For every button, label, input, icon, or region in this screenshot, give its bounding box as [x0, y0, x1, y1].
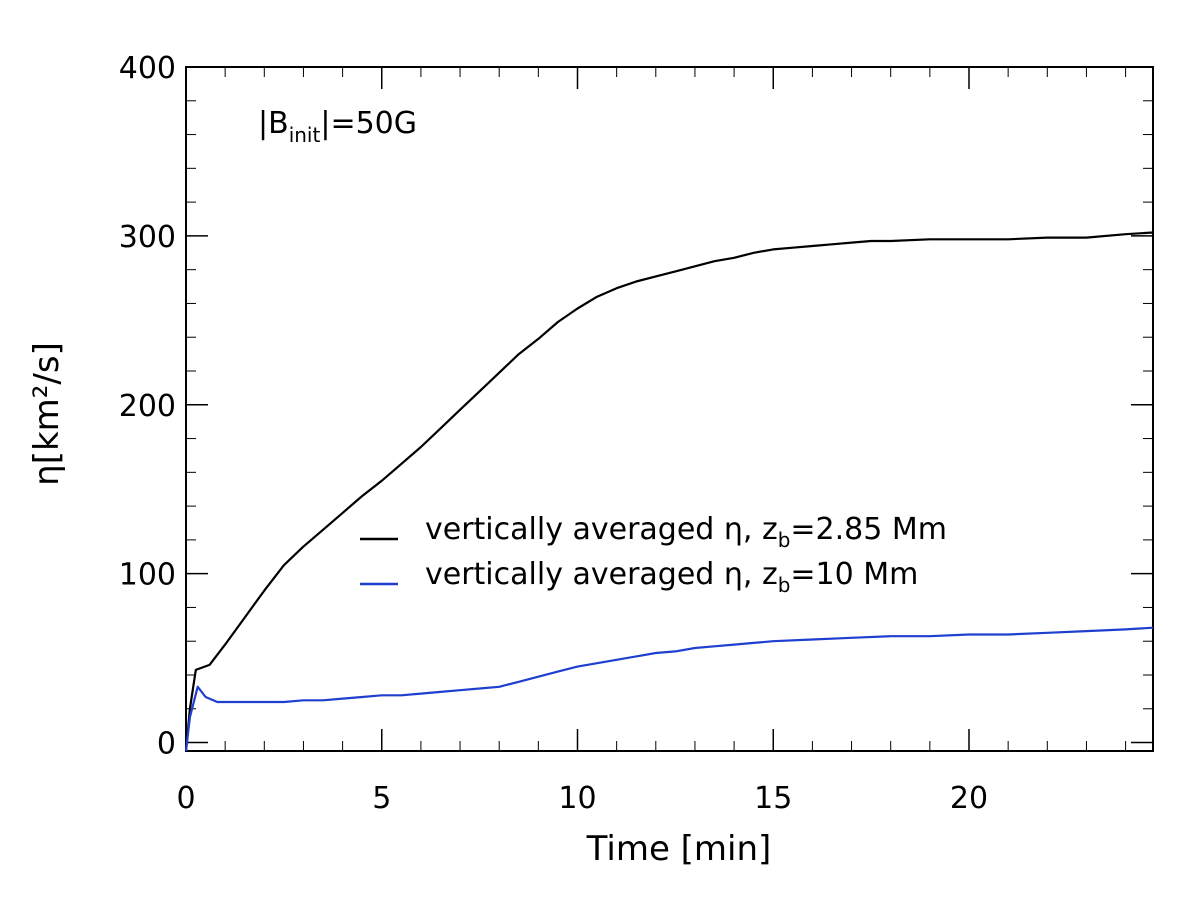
plot-frame — [185, 66, 1154, 752]
legend-label-series-2-main: vertically averaged η, z — [425, 557, 778, 592]
annotation-suffix: |=50G — [320, 106, 417, 141]
legend-label-series-2-sub: b — [778, 573, 791, 597]
y-tick-label: 400 — [119, 51, 176, 86]
legend-label-series-1-main: vertically averaged η, z — [425, 512, 778, 547]
legend-label-series-2: vertically averaged η, zb=10 Mm — [425, 557, 918, 597]
x-axis-title: Time [min] — [586, 829, 772, 869]
x-tick-label: 15 — [754, 781, 792, 816]
axis-ticks — [185, 66, 1153, 751]
series-lines — [184, 231, 1154, 752]
series-line-2 — [184, 626, 1154, 752]
legend-label-series-1-end: =2.85 Mm — [790, 512, 947, 547]
legend-label-series-1: vertically averaged η, zb=2.85 Mm — [425, 512, 947, 552]
field-annotation: |Binit|=50G — [258, 106, 417, 147]
x-tick-label: 0 — [176, 781, 195, 816]
annotation-subscript: init — [289, 123, 321, 147]
y-axis-title: η[km²/s] — [27, 342, 67, 486]
x-tick-label: 20 — [950, 781, 988, 816]
y-tick-label: 100 — [119, 558, 176, 593]
series-line-1 — [184, 231, 1154, 752]
x-tick-label: 5 — [372, 781, 391, 816]
legend-label-series-1-sub: b — [778, 528, 791, 552]
y-tick-label: 0 — [157, 727, 176, 762]
legend-label-series-2-end: =10 Mm — [790, 557, 918, 592]
annotation-prefix: |B — [258, 106, 289, 141]
y-tick-label: 300 — [119, 220, 176, 255]
y-tick-label: 200 — [119, 389, 176, 424]
x-tick-label: 10 — [558, 781, 596, 816]
legend: vertically averaged η, zb=2.85 Mm vertic… — [360, 512, 947, 597]
